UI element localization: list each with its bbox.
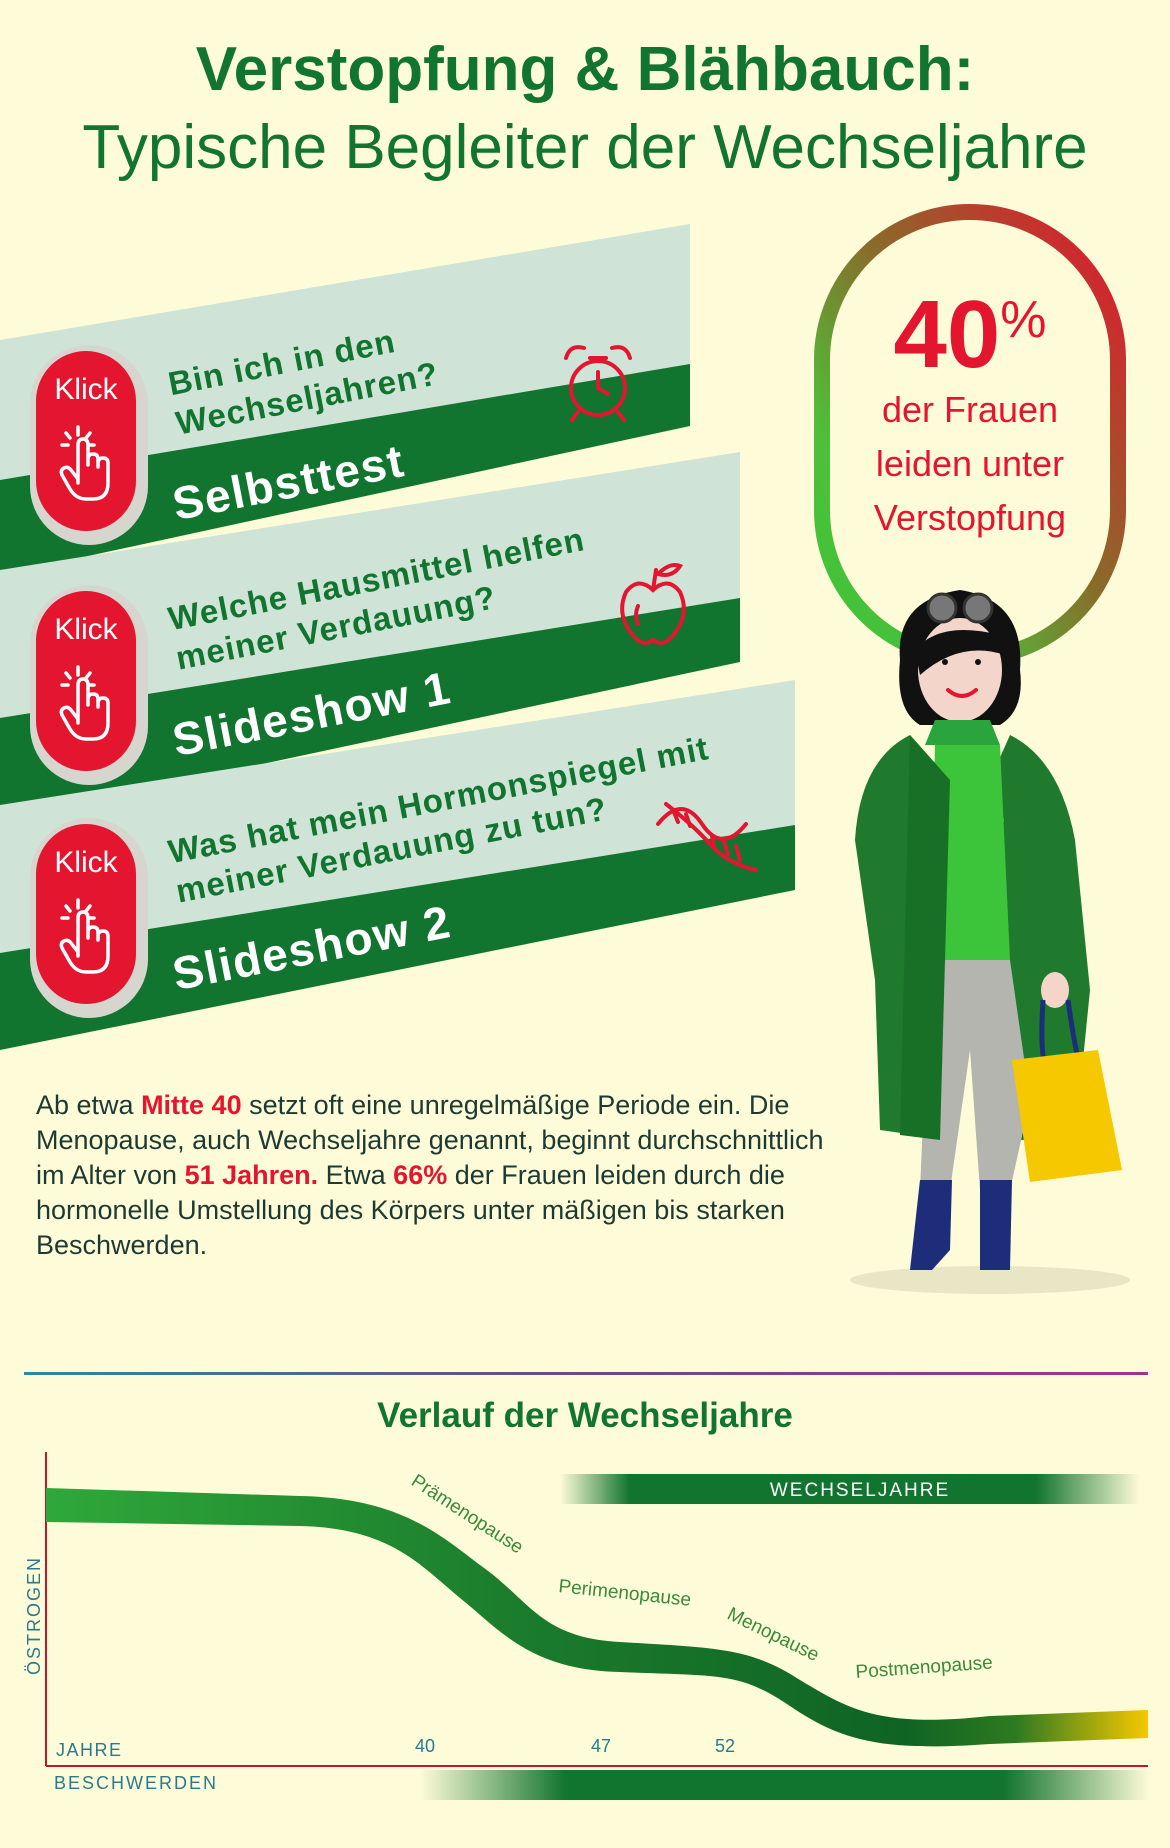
stat-caption: der Frauen leiden unter Verstopfung [873, 389, 1067, 538]
x-tick-label: 47 [591, 1736, 611, 1756]
wechseljahre-band [560, 1474, 1140, 1504]
chart-title: Verlauf der Wechseljahre [377, 1396, 793, 1435]
banner-shape [0, 680, 795, 1050]
section-divider [24, 1372, 1148, 1375]
page-title: Verstopfung & Blähbauch: [195, 35, 975, 104]
x-tick-label: 40 [415, 1736, 435, 1756]
woman-illustration [850, 590, 1130, 1294]
klick-button[interactable]: Klick [30, 585, 148, 785]
y-axis-label: ÖSTROGEN [24, 1556, 44, 1675]
phase-label: Postmenopause [855, 1652, 993, 1683]
phase-label: Perimenopause [557, 1576, 692, 1611]
x-axis-label: JAHRE [56, 1740, 123, 1760]
tap-hand-icon [59, 425, 110, 501]
banner-shape [0, 452, 740, 820]
tap-hand-icon [59, 898, 110, 974]
tap-hand-icon [59, 665, 110, 741]
beschwerden-label: BESCHWERDEN [54, 1773, 218, 1793]
klick-button[interactable]: Klick [30, 818, 148, 1018]
beschwerden-band [420, 1770, 1150, 1800]
stat-percentage: 40% [893, 281, 1047, 388]
wechseljahre-label: WECHSELJAHRE [770, 1480, 950, 1501]
intro-paragraph: Ab etwa Mitte 40 setzt oft eine unregelm… [36, 1090, 824, 1260]
dna-icon [656, 802, 758, 872]
klick-button[interactable]: Klick [30, 345, 148, 545]
banner-shape [0, 224, 690, 575]
alarm-clock-icon [564, 345, 632, 422]
estrogen-chart: WECHSELJAHRE Prämenopause Perimenopause … [24, 1452, 1150, 1800]
estrogen-curve [46, 1488, 1148, 1747]
page-subtitle: Typische Begleiter der Wechseljahre [82, 113, 1088, 182]
apple-icon [620, 563, 686, 645]
x-tick-label: 52 [715, 1736, 735, 1756]
